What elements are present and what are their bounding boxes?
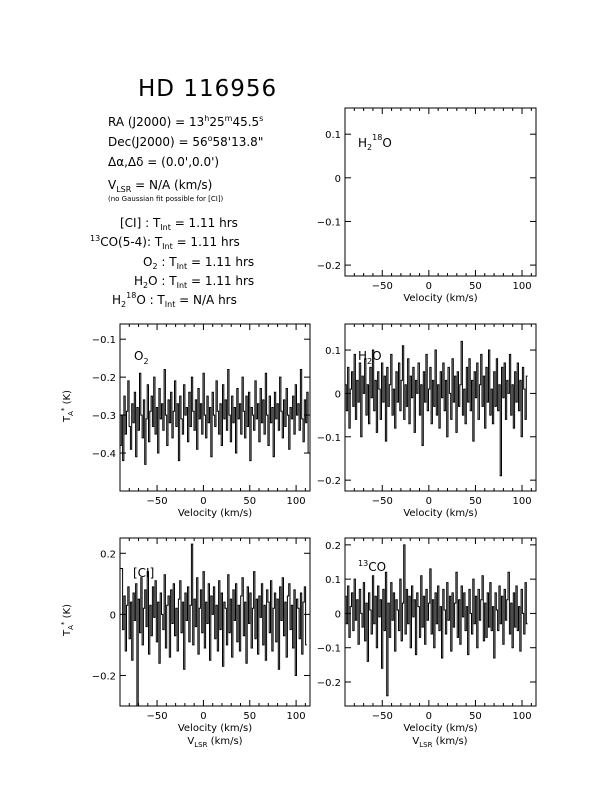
x-tick-label: 0	[200, 711, 206, 722]
ylabel-ci: TA* (K)	[60, 604, 75, 637]
x-tick-label: 50	[243, 496, 256, 507]
y-tick-label: 0	[335, 609, 341, 620]
label-o2: O2	[134, 349, 149, 366]
y-tick-label: 0.1	[325, 130, 341, 141]
plot-frame-h2o	[344, 323, 537, 492]
tint-13co: 13CO(5-4): TInt = 1.11 hrs	[90, 234, 240, 251]
y-tick-label: 0.2	[100, 549, 116, 560]
integration-times: [CI] : TInt = 1.11 hrs 13CO(5-4): TInt =…	[90, 216, 254, 309]
panel-h218o: −50 0 50 100 −0.2 −0.1 0 0.1 Velocity (km/s)	[317, 107, 537, 304]
spectrum-trace-h2o	[345, 340, 528, 477]
ra-line: RA (J2000) = 13h25m45.5s	[108, 114, 263, 129]
tint-ci: [CI] : TInt = 1.11 hrs	[120, 216, 238, 232]
xlabel2-ci: VLSR (km/s)	[187, 736, 242, 749]
gaussian-note: (no Gaussian fit possible for [CI])	[108, 195, 224, 203]
y-tick-label: 0.1	[325, 346, 341, 357]
x-axis-label: Velocity (km/s)	[178, 508, 252, 519]
x-tick-label: 50	[469, 711, 482, 722]
x-tick-label: −50	[372, 496, 393, 507]
panel-ci: −50 0 50 100 −0.2 0 0.2 Velocity (km/s)	[92, 537, 311, 734]
vlsr-line: VLSR = N/A (km/s)	[108, 178, 212, 194]
x-tick-label: −50	[372, 711, 393, 722]
dec-line: Dec(J2000) = 56o58'13.8"	[108, 134, 263, 149]
y-tick-label: −0.4	[92, 449, 116, 460]
y-tick-label: 0.1	[325, 575, 341, 586]
x-tick-label: 100	[512, 496, 531, 507]
x-tick-label: 100	[512, 281, 531, 292]
y-tick-label: −0.2	[317, 678, 341, 689]
panel-h2o: −50 0 50 100 −0.2 −0.1 0 0.1 Velocity (km/s)	[317, 323, 537, 519]
y-tick-label: −0.1	[317, 217, 341, 228]
tint-h2o: H2O : TInt = 1.11 hrs	[134, 274, 254, 290]
y-tick-label: −0.1	[317, 433, 341, 444]
x-axis-label: Velocity (km/s)	[403, 723, 477, 734]
panel-o2: −50 0 50 100 −0.4 −0.3 −0.2 −0.1 Velocity (km/s)	[92, 323, 311, 519]
y-tick-label: −0.1	[317, 644, 341, 655]
plot-frame-13co	[344, 537, 537, 707]
x-tick-label: −50	[372, 281, 393, 292]
x-tick-label: 50	[243, 711, 256, 722]
x-tick-label: 50	[469, 496, 482, 507]
y-tick-label: 0	[335, 389, 341, 400]
ylabel-o2: TA* (K)	[60, 390, 75, 423]
label-13co: 13CO	[358, 559, 386, 574]
plot-frame-o2	[119, 323, 311, 492]
label-ci: [CI]	[133, 566, 154, 580]
spectrum-trace-ci	[120, 543, 307, 706]
y-tick-label: −0.3	[92, 411, 116, 422]
xlabel2-13co: VLSR (km/s)	[412, 736, 467, 749]
x-tick-label: 0	[426, 711, 432, 722]
y-tick-label: −0.2	[92, 373, 116, 384]
x-axis-label: Velocity (km/s)	[403, 508, 477, 519]
label-h2o: H2O	[358, 349, 382, 366]
y-tick-label: 0.2	[325, 541, 341, 552]
x-axis-label: Velocity (km/s)	[178, 723, 252, 734]
label-h218o: H218O	[358, 133, 392, 152]
x-tick-label: 0	[426, 281, 432, 292]
x-tick-label: 50	[469, 281, 482, 292]
x-tick-label: 100	[287, 711, 306, 722]
plot-frame-ci	[119, 537, 311, 707]
y-tick-label: −0.2	[317, 476, 341, 487]
x-axis-label: Velocity (km/s)	[403, 293, 477, 304]
spectrum-trace-o2	[120, 369, 310, 465]
x-tick-label: −50	[147, 711, 168, 722]
y-tick-label: 0	[335, 174, 341, 185]
coordinates-block: RA (J2000) = 13h25m45.5s Dec(J2000) = 56…	[108, 114, 263, 203]
tint-h218o: H218O : TInt = N/A hrs	[112, 291, 237, 309]
x-tick-label: 0	[426, 496, 432, 507]
y-tick-label: −0.2	[317, 261, 341, 272]
offset-line: Δα,Δδ = (0.0',0.0')	[108, 155, 219, 169]
plot-frame-h218o	[344, 107, 537, 277]
spectrum-trace-13co	[345, 544, 528, 697]
x-tick-label: 100	[287, 496, 306, 507]
x-tick-label: 0	[200, 496, 206, 507]
tint-o2: O2 : TInt = 1.11 hrs	[143, 255, 254, 271]
y-tick-label: −0.2	[92, 671, 116, 682]
panel-13co: −50 0 50 100 −0.2 −0.1 0 0.1 0.2 Velocity (km/s)	[317, 537, 537, 734]
y-tick-label: 0	[110, 610, 116, 621]
y-tick-label: −0.1	[92, 335, 116, 346]
x-tick-label: 100	[512, 711, 531, 722]
source-title: HD 116956	[138, 76, 277, 102]
x-tick-label: −50	[147, 496, 168, 507]
